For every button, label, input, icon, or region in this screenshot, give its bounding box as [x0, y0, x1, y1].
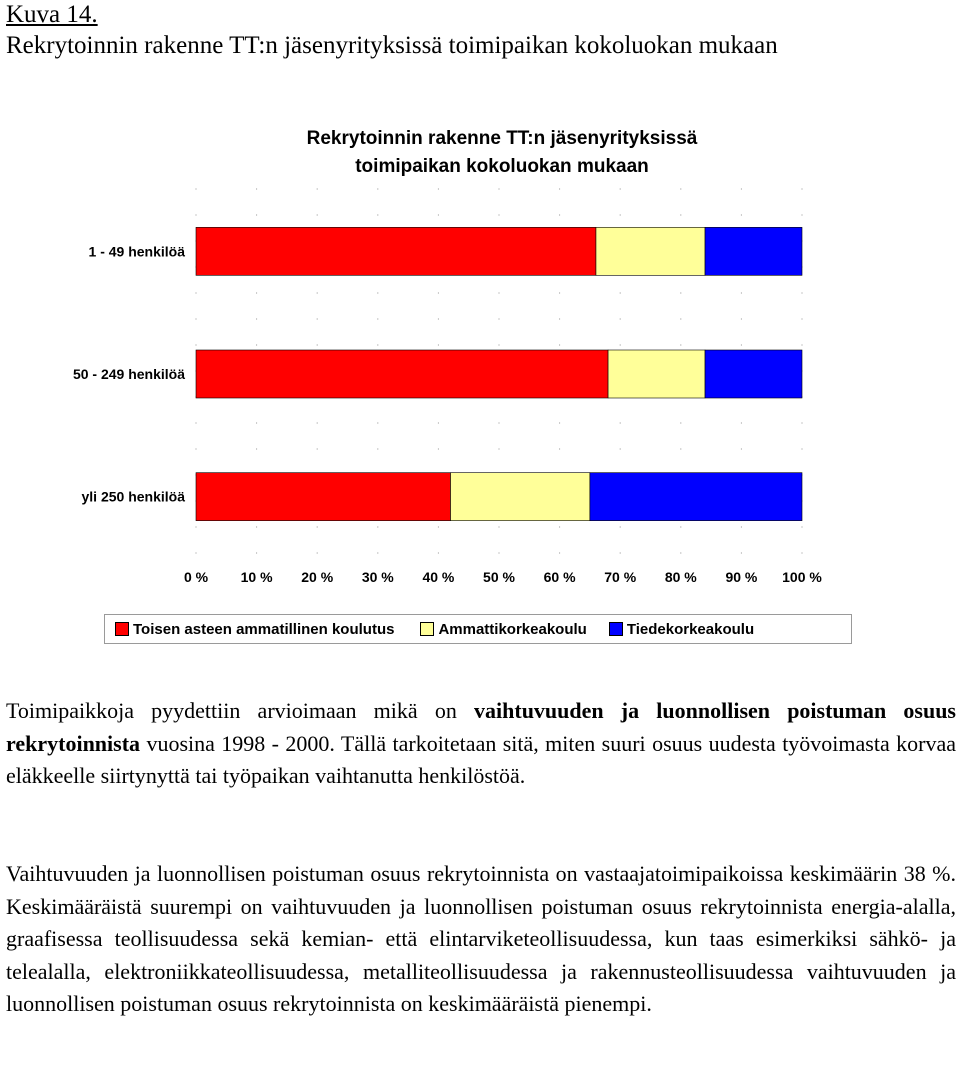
chart-legend: Toisen asteen ammatillinen koulutus Amma… [104, 614, 852, 644]
x-tick-label: 100 % [782, 569, 822, 585]
paragraph-text: Toimipaikkoja pyydettiin arvioimaan mikä… [6, 698, 475, 723]
body-paragraph: Vaihtuvuuden ja luonnollisen poistuman o… [6, 861, 956, 1016]
x-tick-label: 40 % [422, 569, 454, 585]
body-paragraph: Toimipaikkoja pyydettiin arvioimaan mikä… [6, 695, 956, 793]
bar-segment [595, 227, 706, 276]
bar-segment [704, 227, 803, 276]
bar-segment [607, 349, 706, 399]
bar-segment [195, 227, 597, 276]
legend-swatch [608, 622, 623, 636]
figure-title: Rekrytoinnin rakenne TT:n jäsenyrityksis… [6, 32, 778, 59]
bar-segment [450, 472, 591, 521]
category-label: 1 - 49 henkilöä [89, 243, 186, 259]
legend-label: Tiedekorkeakoulu [626, 620, 755, 638]
x-tick-label: 70 % [604, 569, 636, 585]
legend-swatch [420, 622, 435, 636]
bar-segment [589, 472, 803, 521]
paragraph-text: vuosina 1998 - 2000. Tällä tarkoitetaan … [6, 730, 956, 789]
legend-swatch [115, 622, 129, 636]
legend-label: Toisen asteen ammatillinen koulutus [133, 620, 395, 638]
legend-item: Tiedekorkeakoulu [608, 620, 755, 638]
x-tick-label: 50 % [483, 569, 515, 585]
paragraph-bold-text: vaihtuvuuden ja luonnollisen poistuman o… [6, 698, 956, 756]
legend-item: Ammattikorkeakoulu [420, 620, 587, 638]
figure-label: Kuva 14. [6, 1, 98, 28]
chart-title: Rekrytoinnin rakenne TT:n jäsenyrityksis… [307, 128, 698, 149]
bar-segment [195, 349, 609, 399]
legend-label: Ammattikorkeakoulu [438, 620, 587, 638]
bar-segment [704, 349, 803, 399]
x-tick-label: 0 % [184, 569, 209, 585]
chart-title: toimipaikan kokoluokan mukaan [355, 156, 649, 177]
legend-item: Toisen asteen ammatillinen koulutus [115, 621, 394, 638]
x-tick-label: 90 % [725, 569, 757, 585]
x-tick-label: 10 % [241, 569, 273, 585]
x-tick-label: 20 % [301, 569, 333, 585]
x-tick-label: 80 % [665, 569, 697, 585]
category-label: yli 250 henkilöä [82, 489, 186, 505]
stacked-bar-chart: Rekrytoinnin rakenne TT:n jäsenyrityksis… [73, 128, 822, 585]
x-tick-label: 60 % [544, 569, 576, 585]
x-tick-label: 30 % [362, 569, 394, 585]
bar-segment [195, 472, 451, 521]
category-label: 50 - 249 henkilöä [73, 366, 185, 382]
